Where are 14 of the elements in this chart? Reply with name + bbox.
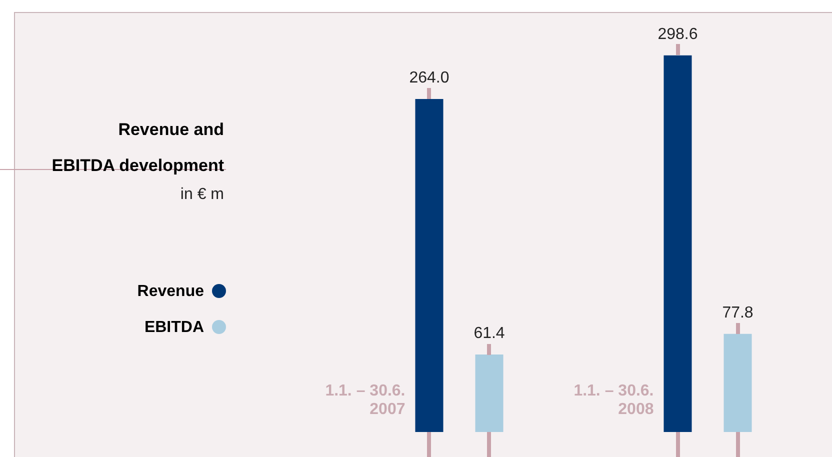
data-label: 264.0 [409,69,450,86]
text: in € m [180,186,224,204]
data-label: 61.4 [474,324,505,342]
x-tick-label: 1.1. – 30.6. 2008 [574,382,654,418]
data-label: 77.8 [722,304,754,322]
bar [664,55,692,432]
data-label: 298.6 [658,26,698,43]
bar [415,99,444,432]
bar [724,334,752,432]
x-tick-label: 1.1. – 30.6. 2007 [325,382,406,418]
text: Revenue and EBITDA development [52,119,224,177]
bar [475,354,504,432]
legend-label: EBITDA [144,319,204,336]
legend-label: Revenue [137,283,204,300]
